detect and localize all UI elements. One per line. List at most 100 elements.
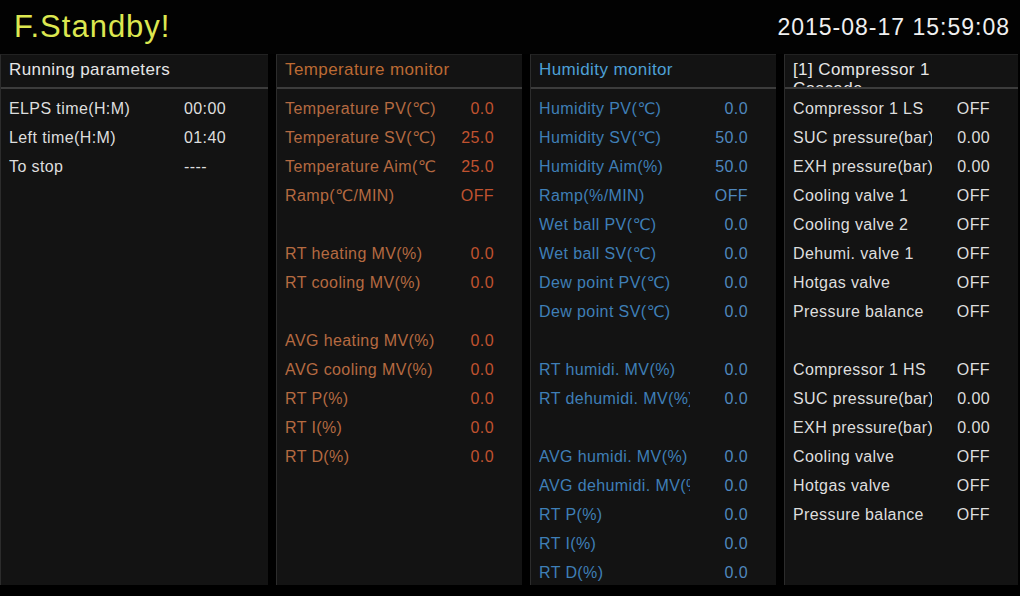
- row-label: Dehumi. valve 1: [793, 245, 932, 263]
- row-label: Temperature SV(℃): [285, 128, 436, 147]
- row-value: 0.00: [932, 390, 990, 408]
- row-label: Compressor 1 LS: [793, 100, 932, 118]
- monitor-row: Temperature Aim(℃)25.0: [277, 152, 522, 181]
- row-label: Cooling valve 1: [793, 187, 932, 205]
- row-value: 0.0: [436, 419, 494, 437]
- monitor-row: Pressure balanceOFF: [785, 297, 1018, 326]
- row-label: Temperature Aim(℃): [285, 157, 436, 176]
- monitor-row: RT dehumidi. MV(%)0.0: [531, 384, 776, 413]
- row-value: OFF: [932, 274, 990, 292]
- panel-title: Running parameters: [1, 55, 268, 87]
- monitor-row: Humidity SV(℃)50.0: [531, 123, 776, 152]
- row-value: OFF: [932, 361, 990, 379]
- row-label: ELPS time(H:M): [9, 100, 184, 118]
- row-value: 0.00: [932, 129, 990, 147]
- row-value: 0.0: [690, 100, 748, 118]
- row-value: OFF: [932, 245, 990, 263]
- top-bar: F.Standby! 2015-08-17 15:59:08: [0, 0, 1020, 54]
- row-label: Dew point PV(℃): [539, 273, 690, 292]
- panel-title-text: [1] Compressor 1: [793, 60, 930, 79]
- row-value: 0.0: [690, 535, 748, 553]
- row-value: 0.00: [932, 419, 990, 437]
- datetime-display: 2015-08-17 15:59:08: [777, 14, 1010, 41]
- monitor-row: RT D(%)0.0: [277, 442, 522, 471]
- monitor-row: Dehumi. valve 1OFF: [785, 239, 1018, 268]
- monitor-row: Left time(H:M)01:40: [1, 123, 268, 152]
- row-label: Humidity Aim(%): [539, 158, 690, 176]
- panel-title-line2: Cascade: [793, 79, 863, 87]
- monitor-row: RT D(%)0.0: [531, 558, 776, 585]
- rows-container: Temperature PV(℃) 0.0 Temperature SV(℃)25.…: [277, 89, 522, 471]
- row-value: 0.0: [690, 361, 748, 379]
- row-label: Compressor 1 HS: [793, 361, 932, 379]
- panel-title: Humidity monitor: [531, 55, 776, 87]
- monitor-row: Dew point SV(℃)0.0: [531, 297, 776, 326]
- row-value: 0.0: [690, 506, 748, 524]
- monitor-row: Compressor 1 LSOFF: [785, 94, 1018, 123]
- monitor-row: RT heating MV(%)0.0: [277, 239, 522, 268]
- row-value: 0.00: [932, 158, 990, 176]
- row-label: Hotgas valve: [793, 274, 932, 292]
- monitor-grid: Running parameters ELPS time(H:M)00:00Le…: [0, 54, 1020, 585]
- row-value: 01:40: [184, 129, 258, 147]
- monitor-row: Hotgas valveOFF: [785, 471, 1018, 500]
- row-value: 0.0: [436, 448, 494, 466]
- row-value: OFF: [932, 448, 990, 466]
- row-label: EXH pressure(bar): [793, 158, 932, 176]
- rows-container: Humidity PV(℃)0.0Humidity SV(℃)50.0Humid…: [531, 89, 776, 585]
- row-label: AVG heating MV(%): [285, 332, 436, 350]
- row-label: RT D(%): [285, 448, 436, 466]
- row-value: 0.0: [690, 274, 748, 292]
- row-value: 0.0: [436, 361, 494, 379]
- status-title: F.Standby!: [14, 9, 170, 45]
- monitor-row: AVG humidi. MV(%)0.0: [531, 442, 776, 471]
- monitor-row: Temperature SV(℃)25.0: [277, 123, 522, 152]
- panel-compressor-cascade: [1] Compressor 1 Cascade Compressor 1 LS…: [784, 54, 1018, 585]
- row-label: RT I(%): [285, 419, 436, 437]
- panel-humidity-monitor: Humidity monitor Humidity PV(℃)0.0Humidi…: [530, 54, 776, 585]
- row-label: Left time(H:M): [9, 129, 184, 147]
- row-label: Dew point SV(℃): [539, 302, 690, 321]
- row-label: SUC pressure(bar): [793, 390, 932, 408]
- monitor-row: SUC pressure(bar)0.00: [785, 384, 1018, 413]
- row-value: 50.0: [690, 129, 748, 147]
- panel-title-text: Humidity monitor: [539, 60, 673, 79]
- monitor-row: SUC pressure(bar)0.00: [785, 123, 1018, 152]
- row-value: 0.0: [436, 332, 494, 350]
- monitor-row: Compressor 1 HSOFF: [785, 355, 1018, 384]
- row-label: RT heating MV(%): [285, 245, 436, 263]
- monitor-row: Wet ball SV(℃)0.0: [531, 239, 776, 268]
- row-label: Temperature PV(℃): [285, 99, 436, 118]
- row-value: 0.0: [436, 245, 494, 263]
- row-value: 25.0: [436, 158, 494, 176]
- row-value: 50.0: [690, 158, 748, 176]
- row-label: Pressure balance: [793, 303, 932, 321]
- row-label: Ramp(%/MIN): [539, 187, 690, 205]
- monitor-row: Pressure balanceOFF: [785, 500, 1018, 529]
- row-label: RT P(%): [539, 506, 690, 524]
- row-label: RT D(%): [539, 564, 690, 582]
- monitor-row: RT I(%)0.0: [531, 529, 776, 558]
- row-value: OFF: [932, 187, 990, 205]
- row-label: AVG dehumidi. MV(%): [539, 477, 690, 495]
- row-value: 0.0: [690, 448, 748, 466]
- row-label: RT P(%): [285, 390, 436, 408]
- row-value: 0.0: [690, 564, 748, 582]
- row-value: 0.0: [690, 390, 748, 408]
- row-label: Pressure balance: [793, 506, 932, 524]
- row-value: OFF: [690, 187, 748, 205]
- monitor-row: Wet ball PV(℃)0.0: [531, 210, 776, 239]
- monitor-row: AVG dehumidi. MV(%)0.0: [531, 471, 776, 500]
- monitor-row: Hotgas valveOFF: [785, 268, 1018, 297]
- monitor-row: Ramp(%/MIN)OFF: [531, 181, 776, 210]
- monitor-row: ELPS time(H:M)00:00: [1, 94, 268, 123]
- row-value: 0.0: [436, 390, 494, 408]
- panel-title-text: Temperature monitor: [285, 60, 449, 79]
- row-label: RT dehumidi. MV(%): [539, 390, 690, 408]
- rows-container: Compressor 1 LSOFFSUC pressure(bar)0.00E…: [785, 89, 1018, 529]
- row-value: OFF: [932, 216, 990, 234]
- monitor-row: Ramp(℃/MIN)OFF: [277, 181, 522, 210]
- rows-container: ELPS time(H:M)00:00Left time(H:M)01:40To…: [1, 89, 268, 181]
- monitor-row: RT cooling MV(%)0.0: [277, 268, 522, 297]
- row-value: 0.0: [690, 477, 748, 495]
